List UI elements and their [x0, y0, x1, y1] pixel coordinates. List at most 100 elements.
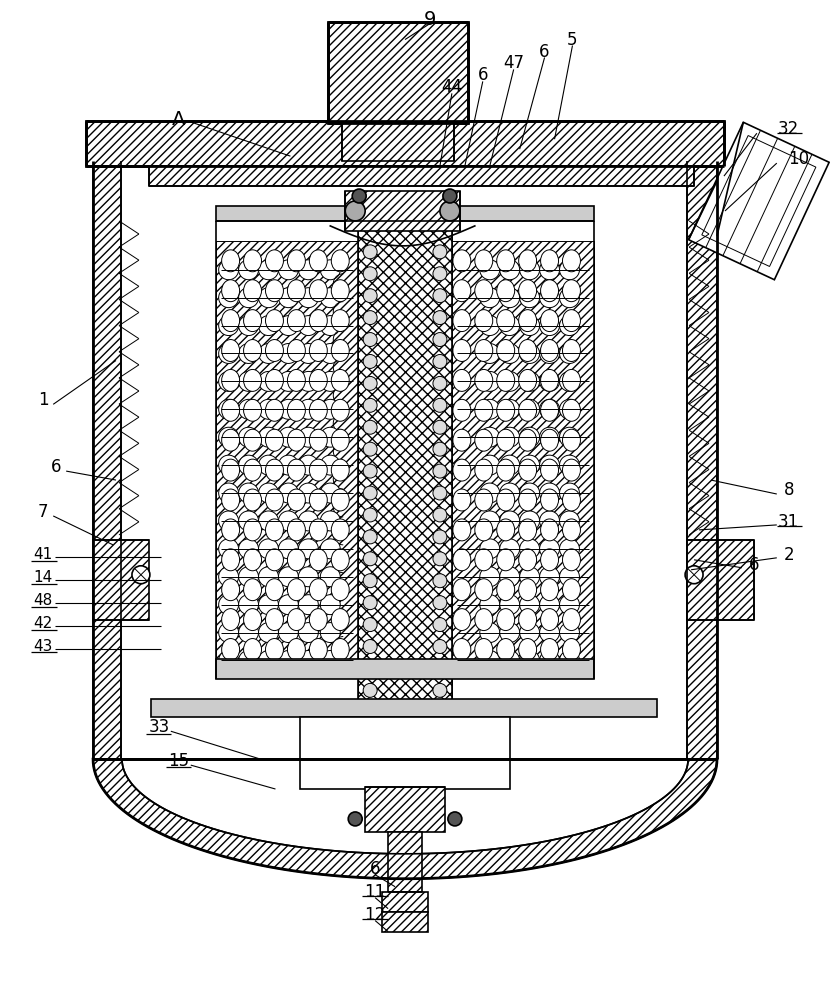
Ellipse shape	[475, 310, 493, 332]
Circle shape	[499, 260, 519, 280]
Circle shape	[278, 483, 298, 503]
Polygon shape	[452, 241, 594, 659]
Circle shape	[539, 650, 559, 670]
Ellipse shape	[288, 310, 305, 332]
Circle shape	[433, 376, 447, 390]
Circle shape	[433, 683, 447, 697]
Text: 42: 42	[33, 616, 53, 631]
Bar	[358, 221, 452, 719]
Ellipse shape	[475, 280, 493, 302]
Ellipse shape	[288, 340, 305, 361]
Text: 7: 7	[38, 503, 48, 521]
Ellipse shape	[541, 429, 558, 451]
Circle shape	[499, 511, 519, 531]
Circle shape	[559, 455, 579, 475]
Ellipse shape	[563, 429, 580, 451]
Ellipse shape	[453, 639, 471, 660]
Ellipse shape	[243, 250, 262, 272]
Text: 14: 14	[33, 570, 53, 585]
Circle shape	[539, 427, 559, 447]
Circle shape	[433, 354, 447, 368]
Ellipse shape	[563, 280, 580, 302]
Circle shape	[363, 376, 377, 390]
Ellipse shape	[453, 429, 471, 451]
Polygon shape	[216, 241, 358, 659]
Circle shape	[219, 539, 238, 559]
Circle shape	[298, 511, 318, 531]
Circle shape	[433, 245, 447, 259]
Ellipse shape	[309, 489, 327, 511]
Ellipse shape	[265, 310, 283, 332]
Ellipse shape	[453, 459, 471, 481]
Ellipse shape	[519, 310, 537, 332]
Ellipse shape	[519, 579, 537, 601]
Circle shape	[443, 189, 457, 203]
Polygon shape	[328, 22, 468, 123]
Circle shape	[258, 483, 278, 503]
Circle shape	[479, 260, 499, 280]
Circle shape	[433, 333, 447, 347]
Circle shape	[479, 511, 499, 531]
Circle shape	[258, 260, 278, 280]
Ellipse shape	[475, 369, 493, 391]
Ellipse shape	[332, 519, 349, 541]
Ellipse shape	[309, 429, 327, 451]
Circle shape	[320, 650, 340, 670]
Ellipse shape	[519, 549, 537, 571]
Circle shape	[433, 552, 447, 566]
Circle shape	[363, 333, 377, 347]
Circle shape	[298, 623, 318, 643]
Ellipse shape	[309, 399, 327, 421]
Ellipse shape	[265, 609, 283, 631]
Circle shape	[320, 483, 340, 503]
Circle shape	[433, 661, 447, 675]
Circle shape	[298, 539, 318, 559]
Polygon shape	[689, 122, 829, 280]
Circle shape	[320, 344, 340, 363]
Ellipse shape	[563, 340, 580, 361]
Ellipse shape	[288, 369, 305, 391]
Bar	[151, 699, 657, 717]
Circle shape	[559, 511, 579, 531]
Circle shape	[238, 399, 258, 419]
Text: 33: 33	[148, 718, 170, 736]
Ellipse shape	[309, 639, 327, 660]
Ellipse shape	[309, 340, 327, 361]
Ellipse shape	[243, 639, 262, 660]
Ellipse shape	[519, 459, 537, 481]
Circle shape	[278, 511, 298, 531]
Ellipse shape	[309, 280, 327, 302]
Circle shape	[363, 354, 377, 368]
Circle shape	[433, 596, 447, 610]
Bar	[216, 206, 594, 221]
Circle shape	[258, 427, 278, 447]
Ellipse shape	[288, 429, 305, 451]
Ellipse shape	[563, 459, 580, 481]
Ellipse shape	[288, 609, 305, 631]
Text: 8: 8	[784, 481, 794, 499]
Ellipse shape	[541, 310, 558, 332]
Circle shape	[363, 705, 377, 719]
Circle shape	[363, 640, 377, 653]
Bar	[93, 540, 149, 620]
Text: A: A	[172, 110, 185, 129]
Circle shape	[298, 288, 318, 308]
Circle shape	[539, 399, 559, 419]
Circle shape	[363, 508, 377, 522]
Circle shape	[433, 420, 447, 434]
Ellipse shape	[332, 250, 349, 272]
Ellipse shape	[222, 340, 239, 361]
Circle shape	[219, 344, 238, 363]
Circle shape	[278, 316, 298, 336]
Circle shape	[298, 260, 318, 280]
Circle shape	[258, 344, 278, 363]
Ellipse shape	[541, 639, 558, 660]
Circle shape	[519, 650, 539, 670]
Circle shape	[298, 483, 318, 503]
Text: 15: 15	[168, 752, 189, 770]
Circle shape	[219, 455, 238, 475]
Circle shape	[219, 567, 238, 587]
Circle shape	[238, 427, 258, 447]
Ellipse shape	[541, 609, 558, 631]
Circle shape	[433, 464, 447, 478]
